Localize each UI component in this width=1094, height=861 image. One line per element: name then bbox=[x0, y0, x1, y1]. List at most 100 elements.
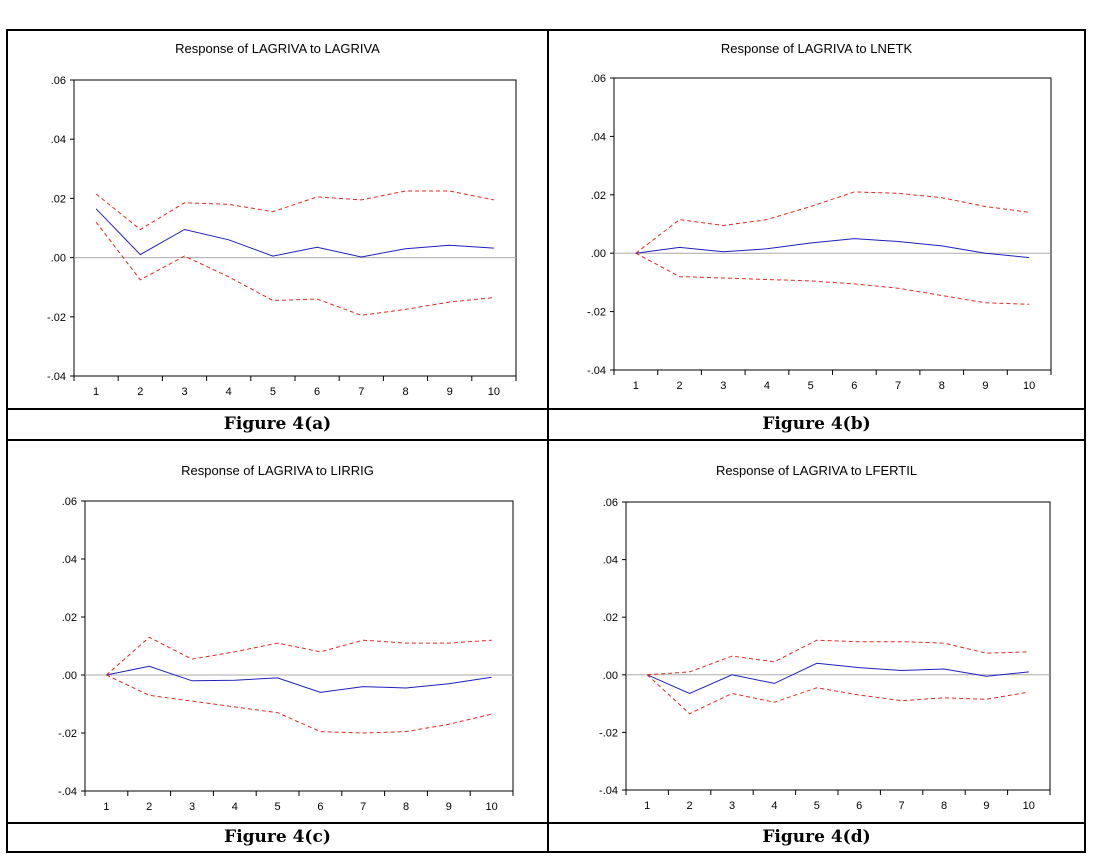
series-line-response bbox=[646, 662, 1029, 695]
caption-a: Figure 4(a) bbox=[223, 414, 332, 434]
series-line-upper-band bbox=[95, 190, 494, 231]
x-tick-label: 8 bbox=[939, 380, 945, 392]
chart-d: Response of LAGRIVA to LFERTIL .06 .04 .02.… bbox=[599, 463, 1051, 812]
plot-frame bbox=[625, 501, 1051, 791]
y-tick-label: .04 bbox=[62, 554, 77, 566]
y-tick-label: .04 bbox=[51, 134, 66, 146]
y-tick-label: .00 bbox=[603, 670, 618, 682]
y-tick-label: -.04 bbox=[587, 365, 606, 377]
x-tick-label: 9 bbox=[446, 801, 452, 813]
series-line-upper-band bbox=[635, 191, 1030, 254]
x-tick-label: 7 bbox=[895, 380, 901, 392]
panel-c: Response of LAGRIVA to LIRRIG .06 .04 .02 .0… bbox=[8, 441, 547, 822]
plot-frame bbox=[73, 79, 517, 377]
x-tick-label: 7 bbox=[358, 386, 364, 398]
y-tick-label: -.02 bbox=[587, 307, 606, 319]
panel-d: Response of LAGRIVA to LFERTIL .06 .04 .02.… bbox=[549, 441, 1084, 822]
x-tick-label: 3 bbox=[720, 380, 726, 392]
y-tick-label: -.02 bbox=[58, 728, 77, 740]
x-tick-label: 8 bbox=[402, 386, 408, 398]
x-tick-label: 6 bbox=[314, 386, 320, 398]
x-tick-label: 5 bbox=[275, 801, 281, 813]
x-tick-label: 9 bbox=[983, 800, 989, 812]
y-tick-label: .06 bbox=[591, 73, 606, 85]
caption-a-cell: Figure 4(a) bbox=[8, 410, 547, 439]
y-tick-label: .04 bbox=[591, 131, 606, 143]
series-line-response bbox=[635, 238, 1030, 259]
y-tick-label: -.04 bbox=[599, 785, 618, 797]
chart-title: Response of LAGRIVA to LAGRIVA bbox=[175, 41, 380, 56]
y-tick-label: .02 bbox=[62, 612, 77, 624]
grid-divider-row1-caption bbox=[8, 408, 1084, 410]
y-tick-label: -.04 bbox=[58, 786, 77, 798]
y-tick-label: -.02 bbox=[47, 312, 66, 324]
chart-b: Response of LAGRIVA to LNETK .06 .04 .02 .00… bbox=[587, 41, 1052, 392]
x-tick-label: 10 bbox=[1023, 800, 1035, 812]
panel-b: Response of LAGRIVA to LNETK .06 .04 .02 .00… bbox=[549, 31, 1084, 408]
panel-a: Response of LAGRIVA to LAGRIVA .06 .04 .02.… bbox=[8, 31, 547, 408]
series-line-upper-band bbox=[647, 639, 1029, 676]
x-tick-label: 10 bbox=[488, 386, 500, 398]
series-line-response bbox=[95, 208, 494, 258]
plot-frame bbox=[613, 77, 1052, 371]
y-tick-label: .00 bbox=[62, 670, 77, 682]
x-tick-label: 5 bbox=[270, 386, 276, 398]
y-tick-label: .04 bbox=[603, 555, 618, 567]
y-tick-label: -.04 bbox=[47, 371, 66, 383]
figure-grid: Response of LAGRIVA to LAGRIVA .06 .04 .02.… bbox=[6, 29, 1086, 853]
x-tick-label: 7 bbox=[899, 800, 905, 812]
x-tick-label: 4 bbox=[226, 386, 232, 398]
chart-a: Response of LAGRIVA to LAGRIVA .06 .04 .02.… bbox=[47, 41, 517, 398]
x-tick-label: 2 bbox=[676, 380, 682, 392]
x-tick-label: 6 bbox=[856, 800, 862, 812]
x-tick-label: 5 bbox=[814, 800, 820, 812]
series-line-upper-band bbox=[106, 636, 492, 676]
y-tick-label: -.02 bbox=[599, 727, 618, 739]
x-tick-label: 3 bbox=[189, 801, 195, 813]
series-line-lower-band bbox=[646, 674, 1029, 715]
y-tick-label: .02 bbox=[591, 190, 606, 202]
x-tick-label: 1 bbox=[633, 380, 639, 392]
x-tick-label: 2 bbox=[687, 800, 693, 812]
y-tick-label: .00 bbox=[51, 253, 66, 265]
y-tick-label: .06 bbox=[51, 75, 66, 87]
chart-title: Response of LAGRIVA to LFERTIL bbox=[716, 463, 917, 478]
y-tick-label: .02 bbox=[603, 612, 618, 624]
plot-frame bbox=[84, 500, 514, 792]
x-tick-label: 10 bbox=[1023, 380, 1035, 392]
x-tick-label: 8 bbox=[403, 801, 409, 813]
x-tick-label: 7 bbox=[360, 801, 366, 813]
x-tick-label: 2 bbox=[146, 801, 152, 813]
x-tick-label: 6 bbox=[851, 380, 857, 392]
caption-d: Figure 4(d) bbox=[762, 827, 871, 847]
x-tick-label: 10 bbox=[485, 801, 497, 813]
x-tick-label: 9 bbox=[982, 380, 988, 392]
caption-c: Figure 4(c) bbox=[224, 827, 331, 847]
series-line-lower-band bbox=[95, 221, 494, 316]
x-tick-label: 5 bbox=[808, 380, 814, 392]
chart-title: Response of LAGRIVA to LNETK bbox=[721, 41, 913, 56]
chart-c: Response of LAGRIVA to LIRRIG .06 .04 .02 .0… bbox=[58, 463, 514, 813]
y-tick-label: .02 bbox=[51, 193, 66, 205]
x-tick-label: 3 bbox=[181, 386, 187, 398]
x-tick-label: 8 bbox=[941, 800, 947, 812]
caption-d-cell: Figure 4(d) bbox=[549, 824, 1084, 851]
y-tick-label: .06 bbox=[603, 497, 618, 509]
x-tick-label: 1 bbox=[103, 801, 109, 813]
x-tick-label: 1 bbox=[93, 386, 99, 398]
x-tick-label: 3 bbox=[729, 800, 735, 812]
grid-divider-vertical bbox=[547, 31, 549, 851]
x-tick-label: 2 bbox=[137, 386, 143, 398]
y-tick-label: .06 bbox=[62, 496, 77, 508]
series-line-lower-band bbox=[106, 674, 492, 734]
x-tick-label: 4 bbox=[764, 380, 770, 392]
x-tick-label: 9 bbox=[447, 386, 453, 398]
grid-divider-row2-caption bbox=[8, 822, 1084, 824]
series-line-response bbox=[106, 665, 492, 693]
grid-divider-middle bbox=[8, 439, 1084, 441]
caption-b-cell: Figure 4(b) bbox=[549, 410, 1084, 439]
x-tick-label: 4 bbox=[771, 800, 777, 812]
chart-title: Response of LAGRIVA to LIRRIG bbox=[181, 463, 374, 478]
x-tick-label: 1 bbox=[644, 800, 650, 812]
x-tick-label: 6 bbox=[317, 801, 323, 813]
